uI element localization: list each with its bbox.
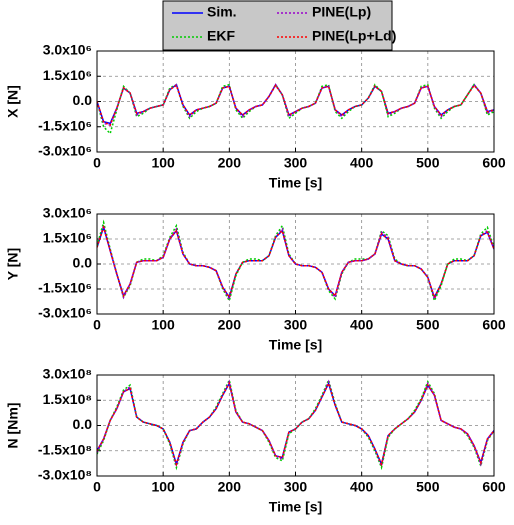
legend-label: PINE(Lp+Ld) <box>312 28 396 44</box>
x-tick-label: 600 <box>482 155 506 171</box>
x-axis-title: Time [s] <box>269 499 322 515</box>
legend-label: EKF <box>207 28 235 44</box>
x-tick-label: 0 <box>93 317 101 333</box>
series-line <box>97 377 494 471</box>
x-tick-label: 400 <box>350 155 374 171</box>
plot-frame <box>96 374 495 477</box>
y-tick-label: -1.5x10⁸ <box>38 441 92 457</box>
y-tick-label: -3.0x10⁶ <box>38 143 92 159</box>
x-tick-label: 200 <box>218 317 242 333</box>
x-tick-label: 600 <box>482 479 506 495</box>
x-tick-label: 0 <box>93 479 101 495</box>
x-tick-label: 300 <box>284 155 308 171</box>
x-tick-label: 300 <box>284 317 308 333</box>
x-tick-label: 200 <box>218 155 242 171</box>
x-tick-label: 0 <box>93 155 101 171</box>
y-tick-label: 0.0 <box>73 416 93 432</box>
y-tick-label: 1.5x10⁶ <box>43 230 92 246</box>
y-tick-label: 3.0x10⁶ <box>43 42 92 58</box>
legend-label: Sim. <box>207 4 237 20</box>
legend-label: PINE(Lp) <box>312 4 371 20</box>
y-axis-title: Y [N] <box>5 248 21 280</box>
y-tick-label: 0.0 <box>73 255 93 271</box>
series-line <box>97 381 494 467</box>
x-tick-label: 200 <box>218 479 242 495</box>
y-tick-label: -3.0x10⁶ <box>38 305 92 321</box>
y-axis-title: X [N] <box>5 85 21 118</box>
plot-frame <box>96 213 495 315</box>
legend-box <box>162 0 393 51</box>
x-tick-label: 400 <box>350 479 374 495</box>
y-tick-label: 3.0x10⁸ <box>43 366 92 382</box>
y-axis-title: N [Nm] <box>5 403 21 449</box>
x-tick-label: 300 <box>284 479 308 495</box>
y-tick-label: 1.5x10⁸ <box>43 391 92 407</box>
y-tick-label: 1.5x10⁶ <box>43 67 92 83</box>
x-tick-label: 500 <box>416 317 440 333</box>
x-tick-label: 600 <box>482 317 506 333</box>
y-tick-label: 0.0 <box>73 92 93 108</box>
x-tick-label: 100 <box>151 479 175 495</box>
x-tick-label: 500 <box>416 479 440 495</box>
y-tick-label: -1.5x10⁶ <box>38 117 92 133</box>
x-tick-label: 100 <box>151 155 175 171</box>
plot-frame <box>96 50 495 153</box>
series-line <box>97 84 494 127</box>
y-tick-label: -3.0x10⁸ <box>38 467 92 483</box>
x-axis-title: Time [s] <box>269 337 322 353</box>
y-tick-label: -1.5x10⁶ <box>38 280 92 296</box>
y-tick-label: 3.0x10⁶ <box>43 205 92 221</box>
x-tick-label: 500 <box>416 155 440 171</box>
series-line <box>97 222 494 302</box>
x-axis-title: Time [s] <box>269 175 322 191</box>
x-tick-label: 100 <box>151 317 175 333</box>
x-tick-label: 400 <box>350 317 374 333</box>
